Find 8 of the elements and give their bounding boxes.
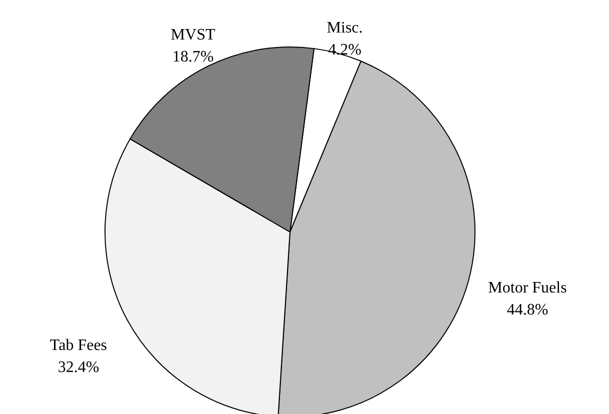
- slice-label: Motor Fuels: [488, 279, 567, 296]
- data-label: 44.8%: [506, 301, 548, 318]
- data-label: 4.2%: [328, 42, 362, 59]
- slice-label: Misc.: [326, 20, 363, 37]
- data-label: 32.4%: [58, 358, 100, 376]
- slice-label: Tab Fees: [50, 336, 108, 354]
- slice-label: MVST: [170, 26, 216, 44]
- data-label: 18.7%: [172, 48, 214, 66]
